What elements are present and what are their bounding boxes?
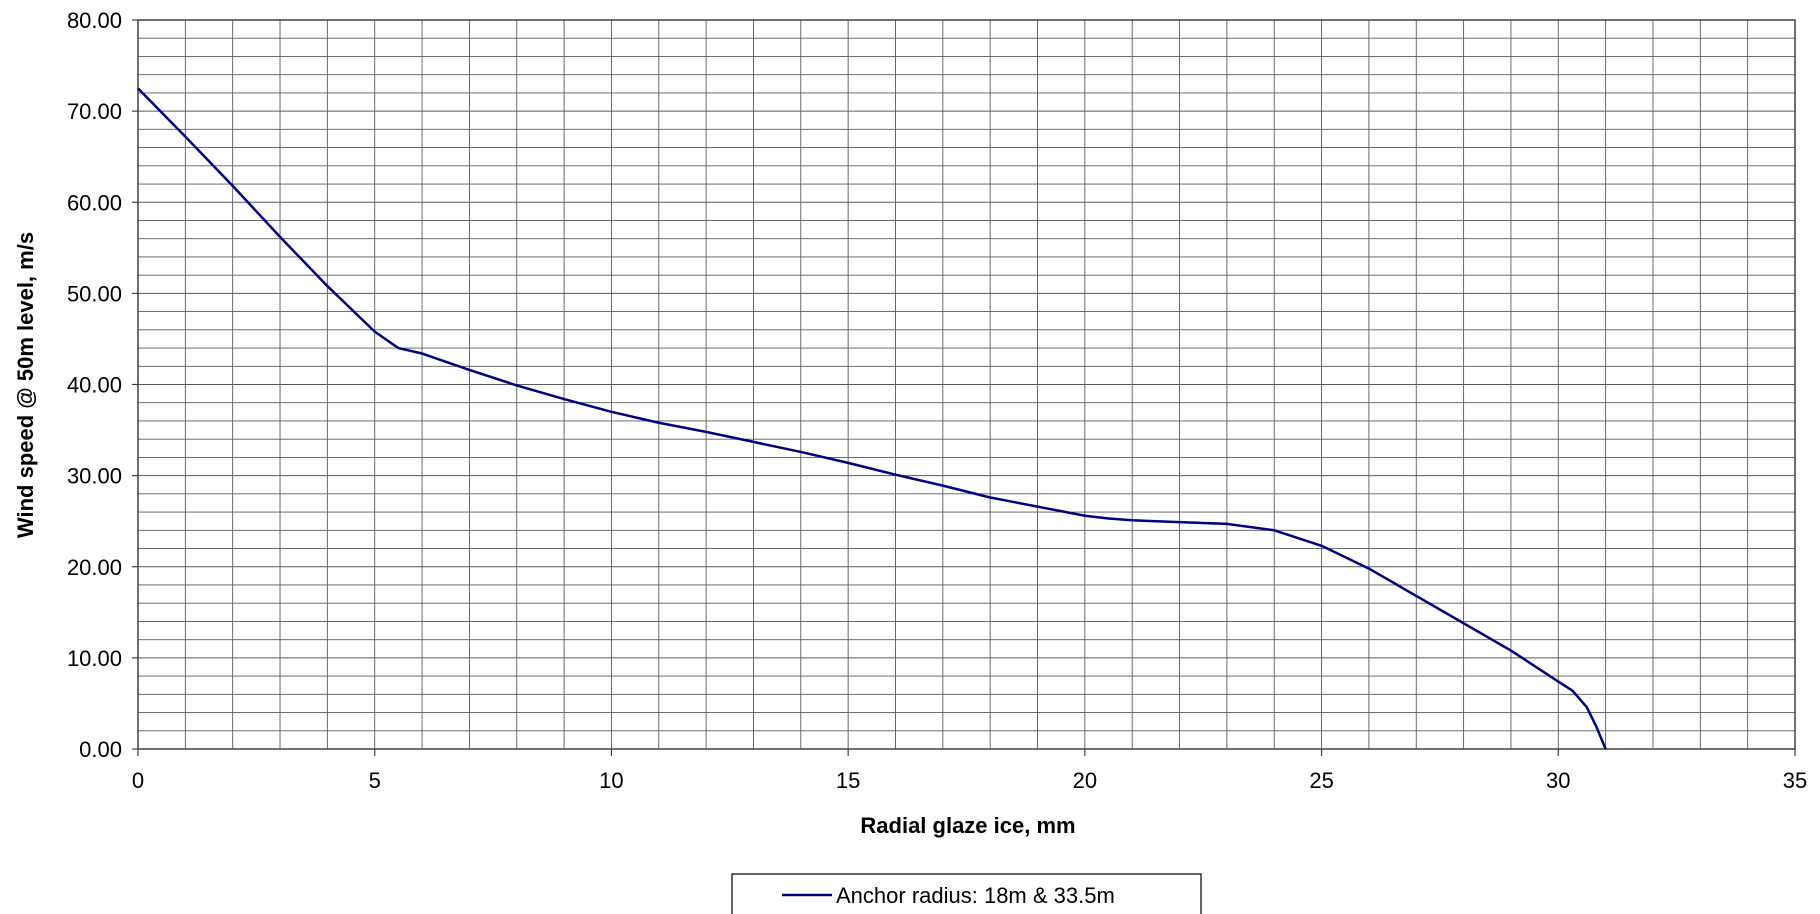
y-tick-label: 10.00 — [67, 646, 122, 671]
y-tick-label: 0.00 — [79, 737, 122, 762]
x-tick-label: 15 — [836, 768, 860, 793]
series-layer — [137, 87, 1607, 750]
x-tick-label: 30 — [1546, 768, 1570, 793]
legend: Anchor radius: 18m & 33.5m — [731, 873, 1202, 914]
y-tick-label: 60.00 — [67, 190, 122, 215]
x-tick-label: 10 — [599, 768, 623, 793]
series-line — [137, 87, 1607, 750]
x-tick-label: 0 — [132, 768, 144, 793]
y-axis-title: Wind speed @ 50m level, m/s — [13, 232, 38, 538]
y-tick-label: 20.00 — [67, 555, 122, 580]
legend-label: Anchor radius: 18m & 33.5m — [836, 883, 1115, 908]
x-tick-label: 35 — [1783, 768, 1807, 793]
x-tick-label: 20 — [1073, 768, 1097, 793]
y-tick-label: 80.00 — [67, 8, 122, 33]
x-axis-title: Radial glaze ice, mm — [860, 813, 1075, 838]
y-tick-label: 30.00 — [67, 464, 122, 489]
y-tick-label: 50.00 — [67, 281, 122, 306]
y-tick-label: 70.00 — [67, 99, 122, 124]
x-tick-label: 25 — [1309, 768, 1333, 793]
tick-labels: 0.00 10.00 20.00 30.00 40.00 50.00 60.00 70.00 8… — [67, 8, 1807, 793]
grid — [137, 19, 1796, 750]
y-tick-label: 40.00 — [67, 373, 122, 398]
x-tick-label: 5 — [369, 768, 381, 793]
